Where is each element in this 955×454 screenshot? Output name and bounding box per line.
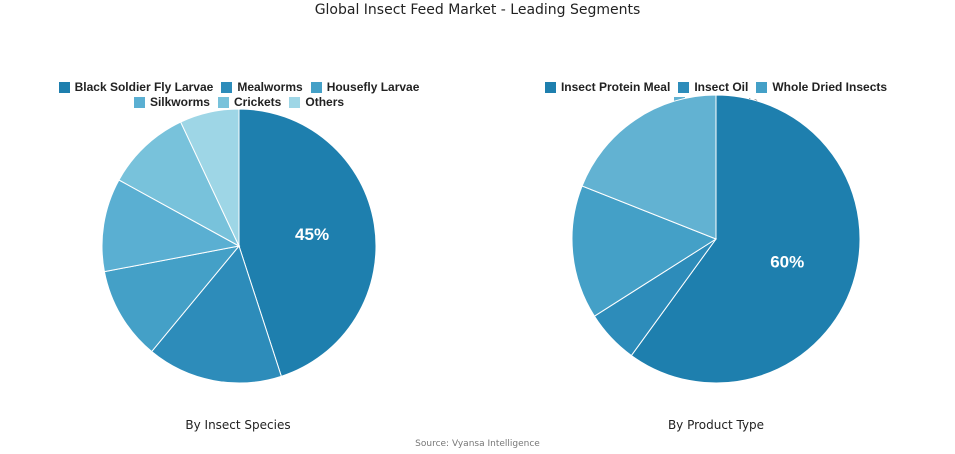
pie-slice-silkworms [101, 179, 241, 273]
species-legend: Black Soldier Fly Larvae Mealworms Housefl… [18, 80, 460, 109]
legend-item-mealworms: Mealworms [221, 80, 303, 94]
slice-data-label: 45% [295, 225, 329, 244]
legend-swatch [756, 81, 768, 93]
slice-data-label: 60% [770, 253, 804, 272]
legend-item-others: Others [289, 95, 344, 109]
pie-slice-black-soldier-fly-larvae [238, 108, 377, 377]
legend-label: Housefly Larvae [326, 80, 420, 94]
pie-slice-others [180, 108, 240, 247]
species-subtitle: By Insect Species [185, 418, 291, 432]
pie-slice-live-insects [581, 94, 717, 240]
legend-label: Insect Protein Meal [560, 80, 671, 94]
legend-swatch [221, 81, 233, 93]
legend-label: Black Soldier Fly Larvae [74, 80, 214, 94]
legend-label: Crickets [233, 95, 282, 109]
legend-swatch [544, 81, 556, 93]
pie-slice-insect-protein-meal [630, 94, 861, 384]
legend-item-whole-dried-insects: Whole Dried Insects [756, 80, 887, 94]
legend-swatch [289, 96, 301, 108]
legend-item-insect-protein-meal: Insect Protein Meal [544, 80, 671, 94]
legend-swatch [310, 81, 322, 93]
pie-slice-crickets [118, 121, 241, 248]
legend-item-crickets: Crickets [217, 95, 282, 109]
pie-slice-housefly-larvae [103, 245, 241, 353]
source-note: Source: Vyansa Intelligence [415, 439, 540, 449]
legend-label: Silkworms [149, 95, 210, 109]
legend-item-silkworms: Silkworms [133, 95, 210, 109]
legend-label: Insect Oil [694, 80, 749, 94]
chart-title: Global Insect Feed Market - Leading Segm… [314, 2, 641, 18]
legend-swatch [217, 96, 229, 108]
legend-item-insect-oil: Insect Oil [678, 80, 748, 94]
legend-item-housefly-larvae: Housefly Larvae [310, 80, 420, 94]
legend-swatch [678, 81, 690, 93]
legend-swatch [133, 96, 145, 108]
pie-slice-mealworms [150, 244, 282, 384]
legend-label: Others [305, 95, 345, 109]
legend-label: Mealworms [237, 80, 303, 94]
product-subtitle: By Product Type [667, 418, 765, 432]
legend-label: Whole Dried Insects [772, 80, 888, 94]
legend-swatch [58, 81, 70, 93]
pie-slice-whole-dried-insects [571, 185, 718, 317]
legend-item-black-soldier-fly-larvae: Black Soldier Fly Larvae [58, 80, 214, 94]
